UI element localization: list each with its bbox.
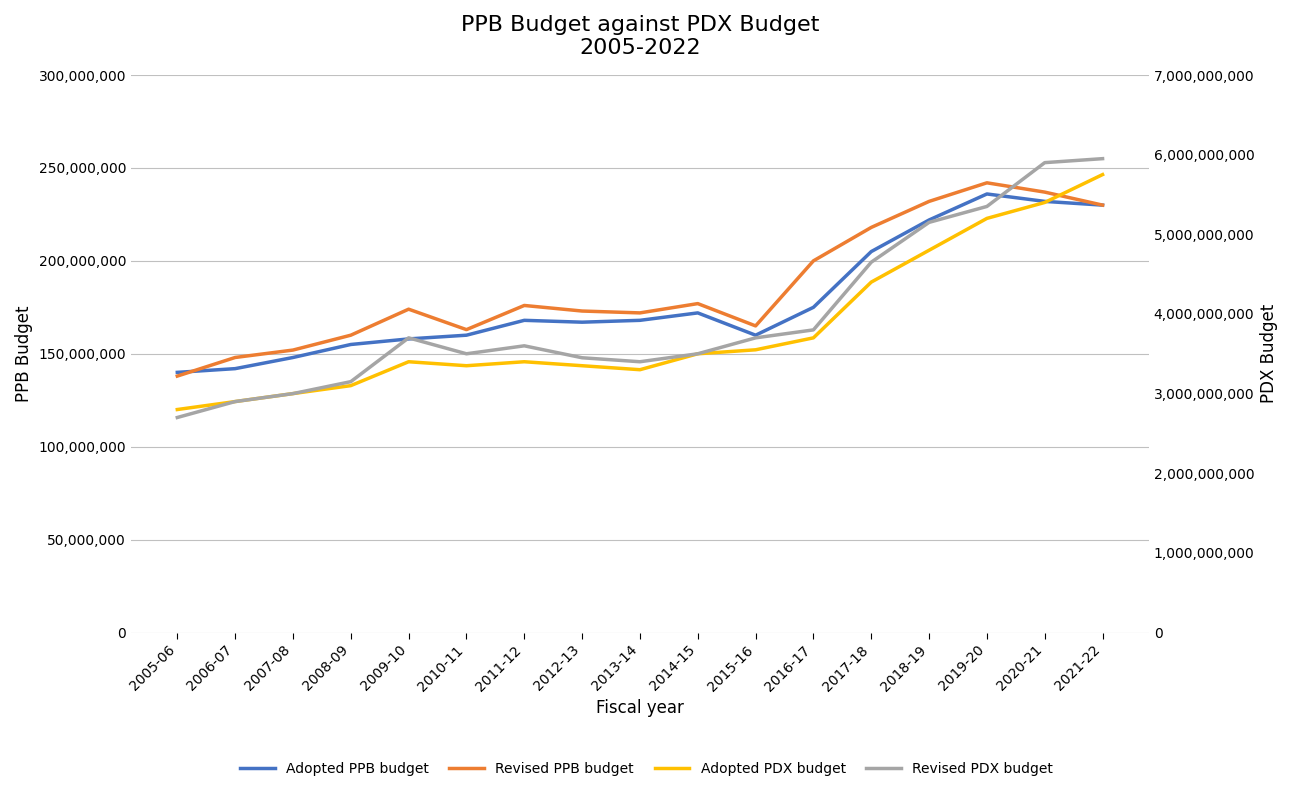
Adopted PDX budget xyxy=(286,388,301,398)
Revised PPB budget xyxy=(516,301,531,310)
Y-axis label: PPB Budget: PPB Budget xyxy=(16,306,34,402)
Adopted PDX budget xyxy=(574,361,590,370)
Revised PDX budget xyxy=(516,341,531,350)
Adopted PPB budget xyxy=(574,318,590,327)
Adopted PDX budget xyxy=(228,396,243,406)
Adopted PDX budget xyxy=(690,349,706,358)
Revised PPB budget xyxy=(632,308,648,318)
Revised PDX budget xyxy=(922,217,937,227)
Revised PPB budget xyxy=(169,371,185,380)
Adopted PDX budget xyxy=(169,404,185,414)
Adopted PPB budget xyxy=(228,364,243,373)
Revised PDX budget xyxy=(459,349,475,358)
Revised PDX budget xyxy=(169,412,185,422)
Line: Revised PPB budget: Revised PPB budget xyxy=(177,183,1103,376)
Revised PDX budget xyxy=(286,388,301,398)
Adopted PDX budget xyxy=(516,357,531,366)
Adopted PPB budget xyxy=(1095,201,1111,210)
Revised PPB budget xyxy=(979,178,994,188)
Revised PPB budget xyxy=(806,256,821,266)
Revised PPB budget xyxy=(286,345,301,355)
Revised PDX budget xyxy=(632,357,648,366)
Revised PDX budget xyxy=(401,333,416,342)
Revised PPB budget xyxy=(574,306,590,316)
Revised PPB budget xyxy=(343,330,358,340)
Revised PDX budget xyxy=(979,201,994,211)
Revised PDX budget xyxy=(1037,158,1053,167)
Revised PDX budget xyxy=(747,333,763,342)
Revised PPB budget xyxy=(864,223,879,232)
Revised PDX budget xyxy=(690,349,706,358)
Revised PPB budget xyxy=(1095,201,1111,210)
Adopted PPB budget xyxy=(690,308,706,318)
Adopted PDX budget xyxy=(806,333,821,342)
Revised PDX budget xyxy=(343,377,358,386)
Adopted PPB budget xyxy=(864,247,879,256)
Revised PPB budget xyxy=(747,321,763,330)
Adopted PDX budget xyxy=(922,245,937,255)
Adopted PDX budget xyxy=(459,361,475,370)
Adopted PPB budget xyxy=(286,353,301,362)
Revised PPB budget xyxy=(459,325,475,334)
Adopted PPB budget xyxy=(1037,197,1053,206)
Adopted PDX budget xyxy=(632,365,648,374)
Revised PDX budget xyxy=(228,396,243,406)
Revised PDX budget xyxy=(1095,154,1111,163)
Adopted PDX budget xyxy=(979,213,994,223)
Adopted PPB budget xyxy=(169,368,185,377)
Revised PDX budget xyxy=(574,353,590,362)
Line: Adopted PDX budget: Adopted PDX budget xyxy=(177,174,1103,409)
Adopted PPB budget xyxy=(343,340,358,349)
Adopted PDX budget xyxy=(747,345,763,354)
Adopted PPB budget xyxy=(401,334,416,344)
Revised PDX budget xyxy=(806,325,821,334)
Adopted PPB budget xyxy=(979,189,994,199)
Adopted PPB budget xyxy=(516,315,531,325)
Title: PPB Budget against PDX Budget
2005-2022: PPB Budget against PDX Budget 2005-2022 xyxy=(460,15,820,58)
Adopted PPB budget xyxy=(459,330,475,340)
X-axis label: Fiscal year: Fiscal year xyxy=(596,700,684,717)
Revised PPB budget xyxy=(690,298,706,308)
Revised PPB budget xyxy=(922,197,937,206)
Adopted PDX budget xyxy=(343,380,358,390)
Adopted PDX budget xyxy=(1095,170,1111,179)
Adopted PDX budget xyxy=(1037,197,1053,207)
Adopted PPB budget xyxy=(747,330,763,340)
Line: Revised PDX budget: Revised PDX budget xyxy=(177,158,1103,417)
Adopted PDX budget xyxy=(864,277,879,287)
Legend: Adopted PPB budget, Revised PPB budget, Adopted PDX budget, Revised PDX budget: Adopted PPB budget, Revised PPB budget, … xyxy=(234,756,1059,781)
Revised PDX budget xyxy=(864,257,879,267)
Revised PPB budget xyxy=(228,353,243,362)
Revised PPB budget xyxy=(401,304,416,314)
Adopted PPB budget xyxy=(806,302,821,312)
Line: Adopted PPB budget: Adopted PPB budget xyxy=(177,194,1103,373)
Adopted PPB budget xyxy=(922,215,937,224)
Adopted PPB budget xyxy=(632,315,648,325)
Revised PPB budget xyxy=(1037,187,1053,197)
Adopted PDX budget xyxy=(401,357,416,366)
Y-axis label: PDX Budget: PDX Budget xyxy=(1259,304,1277,404)
